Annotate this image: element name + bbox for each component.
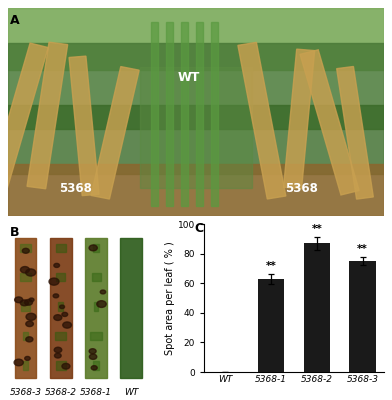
Circle shape [54,353,61,358]
Circle shape [89,245,97,251]
Text: C: C [194,222,203,235]
Text: B: B [9,226,19,239]
Circle shape [60,305,65,309]
Text: 5368-2: 5368-2 [45,388,77,397]
Bar [140,67,252,188]
Bar [93,244,99,252]
Circle shape [63,322,71,328]
Bar [92,302,100,311]
Bar [69,56,99,196]
Bar [181,22,188,206]
Bar [283,49,315,189]
Bar [56,244,65,252]
Circle shape [54,263,60,268]
Bar [58,273,63,282]
Bar [57,361,65,370]
Circle shape [26,337,33,342]
Bar [27,42,68,189]
Bar [8,164,384,216]
Bar [258,279,284,372]
Text: A: A [10,14,19,27]
Bar [56,302,65,311]
Bar [94,332,98,340]
Bar [196,22,203,206]
Bar [22,361,29,370]
Bar [166,22,172,206]
Bar [22,302,29,311]
Text: WT: WT [124,388,138,397]
Text: 5368: 5368 [59,182,92,195]
Circle shape [89,354,97,359]
Bar [92,361,100,370]
Bar [151,22,158,206]
Bar [24,332,27,340]
Circle shape [97,301,106,308]
Bar [8,43,384,129]
Circle shape [53,294,59,298]
Circle shape [25,300,33,305]
Circle shape [25,269,36,276]
Circle shape [26,321,33,326]
Bar [337,66,373,199]
Text: 5368-3: 5368-3 [9,388,42,397]
Text: 5368-1: 5368-1 [80,388,112,397]
Circle shape [22,248,29,253]
Bar [93,273,99,282]
Bar [85,238,107,378]
Text: 5368: 5368 [285,182,318,195]
Circle shape [54,347,62,353]
Bar [349,261,376,372]
Circle shape [26,313,36,320]
Y-axis label: Spot area per leaf ( % ): Spot area per leaf ( % ) [165,241,175,355]
Text: **: ** [358,244,368,254]
Circle shape [20,266,29,273]
Circle shape [20,300,29,306]
Text: **: ** [312,224,322,234]
Circle shape [54,315,62,320]
Circle shape [62,363,70,369]
Bar [238,42,286,199]
Bar [91,66,139,199]
Bar [20,244,31,252]
Circle shape [91,366,97,370]
Text: **: ** [266,261,276,271]
Bar [58,332,64,340]
Circle shape [14,359,24,366]
Circle shape [89,349,96,354]
Bar [304,243,330,372]
Bar [8,8,384,70]
Circle shape [62,312,68,316]
Bar [50,238,72,378]
Circle shape [100,290,106,294]
Bar [211,22,218,206]
Bar [23,273,28,282]
Bar [120,238,142,378]
Bar [0,43,48,198]
Circle shape [25,356,30,360]
Text: WT: WT [177,71,200,84]
Bar [15,238,36,378]
Bar [8,105,384,174]
Circle shape [15,297,23,303]
Circle shape [49,278,59,285]
Circle shape [29,298,34,302]
Bar [300,50,359,195]
